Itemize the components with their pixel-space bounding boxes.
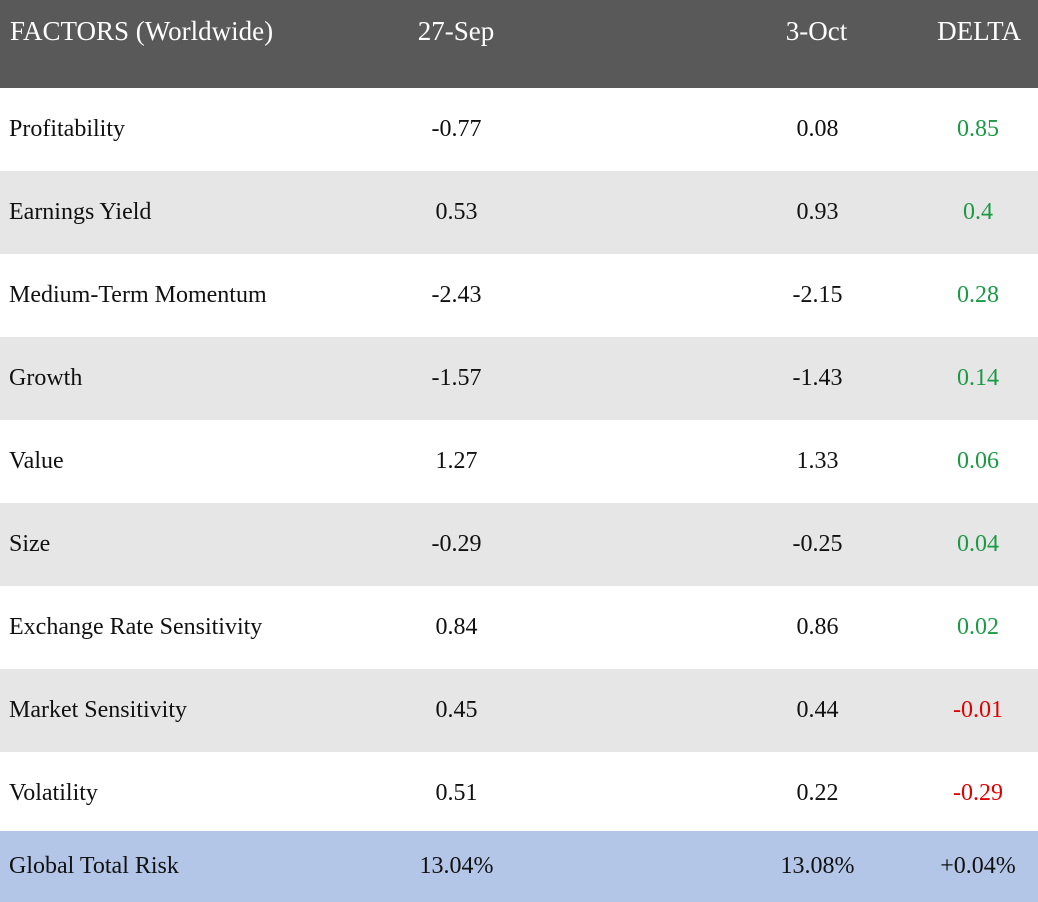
header-delta: DELTA [937, 16, 1021, 46]
factor-name: Market Sensitivity [9, 697, 187, 723]
delta-value: -0.29 [953, 780, 1003, 806]
value-date-2: 0.93 [796, 199, 839, 225]
delta-value: 0.06 [957, 448, 999, 474]
value-date-2: -1.43 [792, 365, 843, 391]
factor-name: Value [9, 448, 64, 474]
factor-name: Volatility [9, 780, 98, 806]
value-date-1: -2.43 [431, 282, 482, 308]
table-row: Value 1.27 1.33 0.06 [0, 420, 1038, 503]
table-row: Size -0.29 -0.25 0.04 [0, 503, 1038, 586]
delta-value: 0.4 [963, 199, 993, 225]
value-date-2: 0.22 [796, 780, 839, 806]
value-date-1: -0.29 [431, 531, 482, 557]
table-row: Profitability -0.77 0.08 0.85 [0, 88, 1038, 171]
value-date-1: -1.57 [431, 365, 482, 391]
value-date-2: -2.15 [792, 282, 843, 308]
delta-value: 0.14 [957, 365, 999, 391]
table-row: Earnings Yield 0.53 0.93 0.4 [0, 171, 1038, 254]
total-delta: +0.04% [940, 853, 1016, 879]
factor-name: Profitability [9, 116, 125, 142]
factor-name: Exchange Rate Sensitivity [9, 614, 263, 640]
value-date-1: -0.77 [431, 116, 482, 142]
header-date-2: 3-Oct [785, 16, 848, 46]
value-date-1: 0.53 [435, 199, 478, 225]
table-row: Exchange Rate Sensitivity 0.84 0.86 0.02 [0, 586, 1038, 669]
header-factors: FACTORS (Worldwide) [10, 16, 274, 46]
delta-value: 0.02 [957, 614, 999, 640]
table-row: Growth -1.57 -1.43 0.14 [0, 337, 1038, 420]
value-date-2: 1.33 [796, 448, 839, 474]
value-date-1: 1.27 [435, 448, 478, 474]
value-date-1: 0.51 [435, 780, 478, 806]
factor-name: Medium-Term Momentum [9, 282, 267, 308]
value-date-2: -0.25 [792, 531, 843, 557]
value-date-2: 0.86 [796, 614, 839, 640]
total-date-1: 13.04% [419, 853, 494, 879]
factor-name: Growth [9, 365, 83, 391]
value-date-2: 0.44 [796, 697, 839, 723]
table-row: Medium-Term Momentum -2.43 -2.15 0.28 [0, 254, 1038, 337]
table-row: Market Sensitivity 0.45 0.44 -0.01 [0, 669, 1038, 752]
total-label: Global Total Risk [9, 853, 179, 879]
delta-value: 0.04 [957, 531, 999, 557]
delta-value: -0.01 [953, 697, 1003, 723]
total-row: Global Total Risk 13.04% 13.08% +0.04% [0, 831, 1038, 902]
header-date-1: 27-Sep [417, 16, 495, 46]
factor-name: Size [9, 531, 51, 557]
total-date-2: 13.08% [780, 853, 855, 879]
value-date-2: 0.08 [796, 116, 839, 142]
value-date-1: 0.45 [435, 697, 478, 723]
table-header: FACTORS (Worldwide) 27-Sep 3-Oct DELTA [0, 0, 1038, 88]
delta-value: 0.85 [957, 116, 999, 142]
delta-value: 0.28 [957, 282, 999, 308]
table-row: Volatility 0.51 0.22 -0.29 [0, 752, 1038, 835]
factor-name: Earnings Yield [9, 199, 152, 225]
value-date-1: 0.84 [435, 614, 478, 640]
